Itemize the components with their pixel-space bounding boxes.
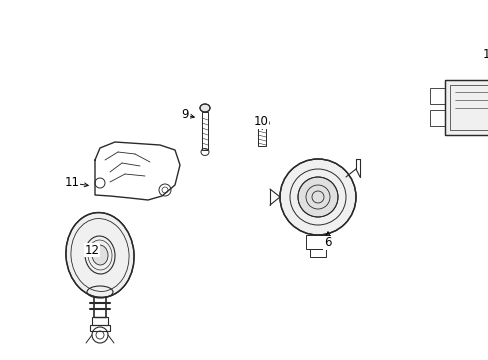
Ellipse shape xyxy=(254,118,268,127)
Bar xyxy=(429,110,444,126)
Bar xyxy=(444,80,488,135)
Ellipse shape xyxy=(200,104,209,112)
Text: 6: 6 xyxy=(324,237,331,249)
Bar xyxy=(309,249,325,257)
Text: 13: 13 xyxy=(482,49,488,62)
Text: 9: 9 xyxy=(181,108,188,121)
Circle shape xyxy=(280,159,355,235)
Bar xyxy=(429,88,444,104)
Bar xyxy=(92,317,108,325)
Bar xyxy=(449,85,488,130)
Bar xyxy=(444,80,488,135)
Bar xyxy=(305,235,329,249)
Ellipse shape xyxy=(66,212,134,297)
Text: 12: 12 xyxy=(84,243,99,256)
Bar xyxy=(202,112,207,150)
Text: 10: 10 xyxy=(253,116,268,129)
Ellipse shape xyxy=(92,245,108,265)
Bar xyxy=(90,325,110,331)
Text: 11: 11 xyxy=(64,176,80,189)
Bar xyxy=(258,128,265,146)
Circle shape xyxy=(297,177,337,217)
